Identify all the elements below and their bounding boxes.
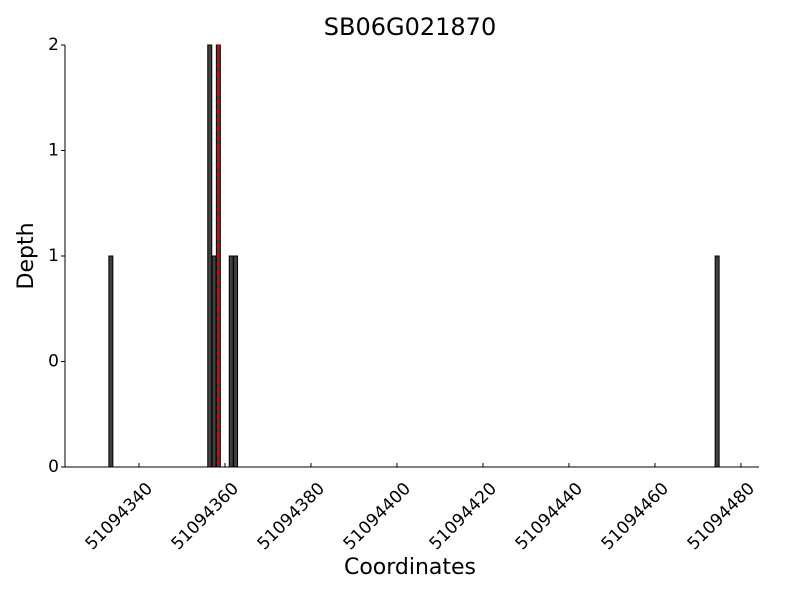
bar [211, 255, 217, 468]
x-tick-label: 51094400 [340, 479, 415, 554]
bar [207, 44, 213, 468]
bar [228, 255, 234, 468]
y-tick-label: 0 [48, 457, 59, 477]
y-axis-label: Depth [14, 222, 39, 289]
x-tick-label: 51094340 [82, 479, 157, 554]
y-tick-label: 2 [48, 35, 59, 55]
x-tick-label: 51094480 [684, 479, 759, 554]
bar [233, 255, 239, 468]
y-tick-label: 1 [48, 141, 59, 161]
x-tick-label: 51094440 [512, 479, 587, 554]
x-tick-label: 51094380 [254, 479, 329, 554]
y-tick-label: 0 [48, 352, 59, 372]
bar [714, 255, 720, 468]
x-tick-label: 51094420 [426, 479, 501, 554]
x-tick-label: 51094360 [168, 479, 243, 554]
y-tick-label: 1 [48, 246, 59, 266]
x-tick-label: 51094460 [598, 479, 673, 554]
bar [108, 255, 114, 468]
chart-title: SB06G021870 [324, 13, 496, 41]
x-axis-label: Coordinates [344, 555, 476, 580]
